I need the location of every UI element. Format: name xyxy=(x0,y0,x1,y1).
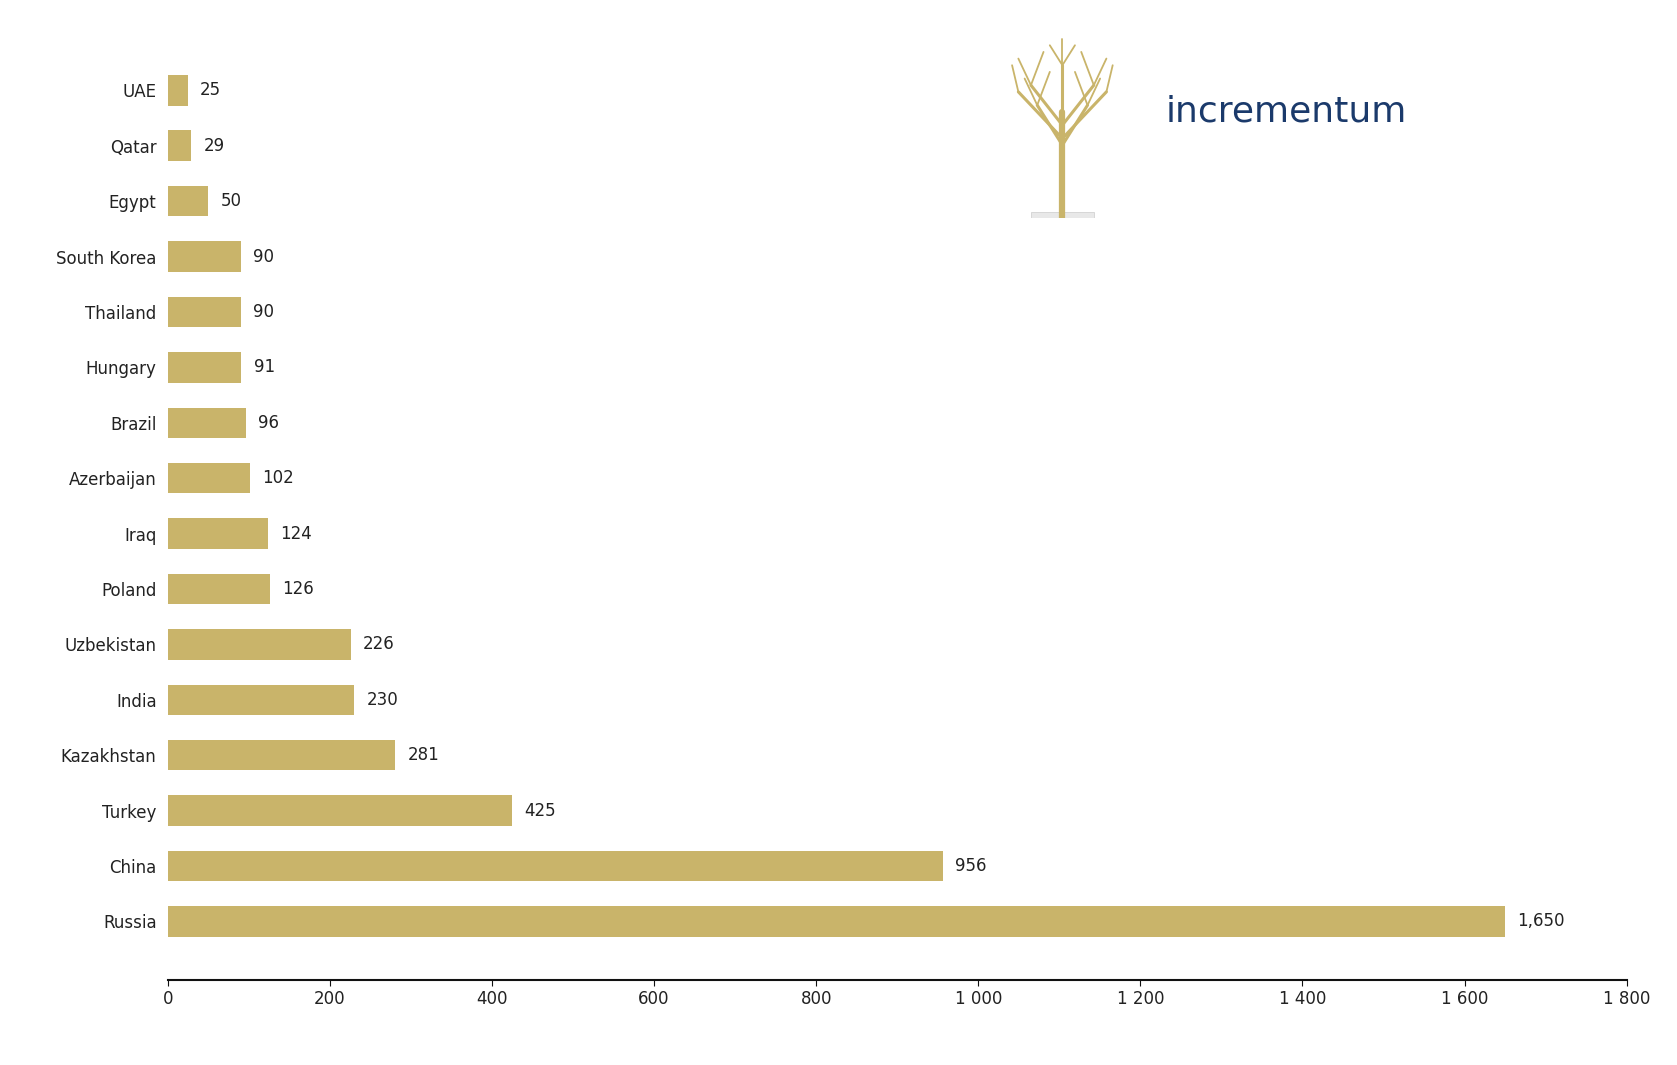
Bar xyxy=(168,130,191,161)
Bar xyxy=(168,574,270,604)
Text: 124: 124 xyxy=(280,525,312,542)
Bar xyxy=(168,242,241,272)
Text: 425: 425 xyxy=(525,802,557,820)
Bar xyxy=(168,408,245,438)
Bar xyxy=(168,463,250,493)
Text: 956: 956 xyxy=(954,857,986,875)
Bar xyxy=(168,519,268,548)
Bar xyxy=(168,906,1506,937)
Bar xyxy=(168,796,511,825)
Bar xyxy=(168,297,241,327)
Text: 102: 102 xyxy=(263,470,293,487)
Bar xyxy=(168,740,396,770)
Bar xyxy=(168,75,188,105)
Text: 226: 226 xyxy=(362,636,394,654)
Text: 90: 90 xyxy=(253,247,273,265)
Text: 96: 96 xyxy=(258,414,278,431)
Bar xyxy=(168,629,350,659)
Text: 90: 90 xyxy=(253,302,273,321)
Text: 91: 91 xyxy=(253,358,275,376)
Bar xyxy=(168,685,354,715)
Text: 281: 281 xyxy=(408,747,439,765)
Text: 29: 29 xyxy=(203,136,225,154)
Text: 1,650: 1,650 xyxy=(1518,913,1565,931)
Text: 50: 50 xyxy=(220,192,241,210)
Text: incrementum: incrementum xyxy=(1166,95,1407,129)
Text: 25: 25 xyxy=(200,81,221,99)
Bar xyxy=(168,353,241,382)
Text: 126: 126 xyxy=(282,580,314,597)
Bar xyxy=(168,851,942,882)
FancyBboxPatch shape xyxy=(1031,212,1093,251)
Bar xyxy=(168,186,208,216)
Text: 230: 230 xyxy=(366,691,397,709)
